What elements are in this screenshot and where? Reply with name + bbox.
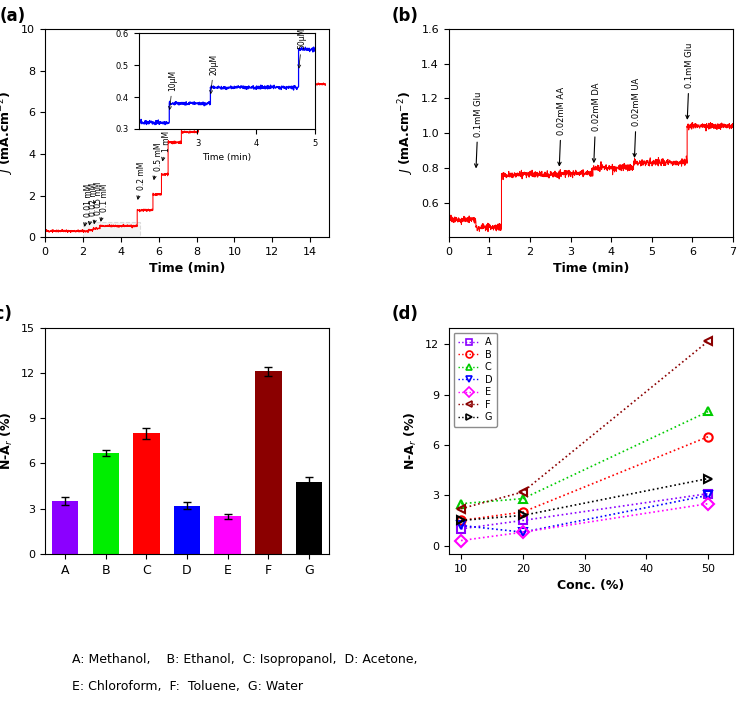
Text: 0.02mM DA: 0.02mM DA [592,83,601,162]
Y-axis label: $J$ (mA.cm$^{-2}$): $J$ (mA.cm$^{-2}$) [0,91,16,175]
FancyBboxPatch shape [83,223,140,237]
Text: 0.5 mM: 0.5 mM [153,142,162,179]
Text: 0.1mM Glu: 0.1mM Glu [473,91,482,167]
Bar [52,501,79,554]
Text: 2 mM: 2 mM [182,89,191,119]
Text: 0.2 mM: 0.2 mM [137,162,147,199]
Text: 0.1mM Glu: 0.1mM Glu [685,43,694,119]
Text: A: Methanol,    B: Ethanol,  C: Isopropanol,  D: Acetone,: A: Methanol, B: Ethanol, C: Isopropanol,… [73,653,418,666]
Y-axis label: $J$ (mA.cm$^{-2}$): $J$ (mA.cm$^{-2}$) [396,91,416,175]
Bar [93,453,119,554]
Text: 1 mM: 1 mM [162,130,171,160]
Legend: A, B, C, D, E, F, G: A, B, C, D, E, F, G [453,333,497,427]
Bar [295,481,322,554]
Text: 0.01 mM: 0.01 mM [84,184,94,226]
Text: 0.05 mM: 0.05 mM [94,181,102,223]
Text: 0.1 mM: 0.1 mM [100,184,109,221]
Text: 0.02 mM: 0.02 mM [88,183,98,225]
Y-axis label: N-A$_r$ (%): N-A$_r$ (%) [0,412,16,471]
X-axis label: Time (min): Time (min) [553,262,629,276]
Text: 0.02mM UA: 0.02mM UA [632,78,641,157]
Text: 5 mM: 5 mM [227,47,236,78]
Y-axis label: N-A$_r$ (%): N-A$_r$ (%) [403,412,420,471]
Text: (c): (c) [0,304,13,323]
Bar [255,371,281,554]
Text: (b): (b) [392,7,419,25]
Text: (a): (a) [0,7,25,25]
Text: 0.02mM AA: 0.02mM AA [557,87,566,165]
X-axis label: Conc. (%): Conc. (%) [557,579,625,592]
Bar [133,434,159,554]
Text: 0.1 mM: 0.1 mM [274,42,283,79]
Text: (d): (d) [392,304,419,323]
X-axis label: Time (min): Time (min) [149,262,225,276]
Bar [215,516,241,554]
Bar [174,505,200,554]
Text: E: Chloroform,  F:  Toluene,  G: Water: E: Chloroform, F: Toluene, G: Water [73,680,304,692]
Text: 10 mM: 10 mM [244,41,254,76]
